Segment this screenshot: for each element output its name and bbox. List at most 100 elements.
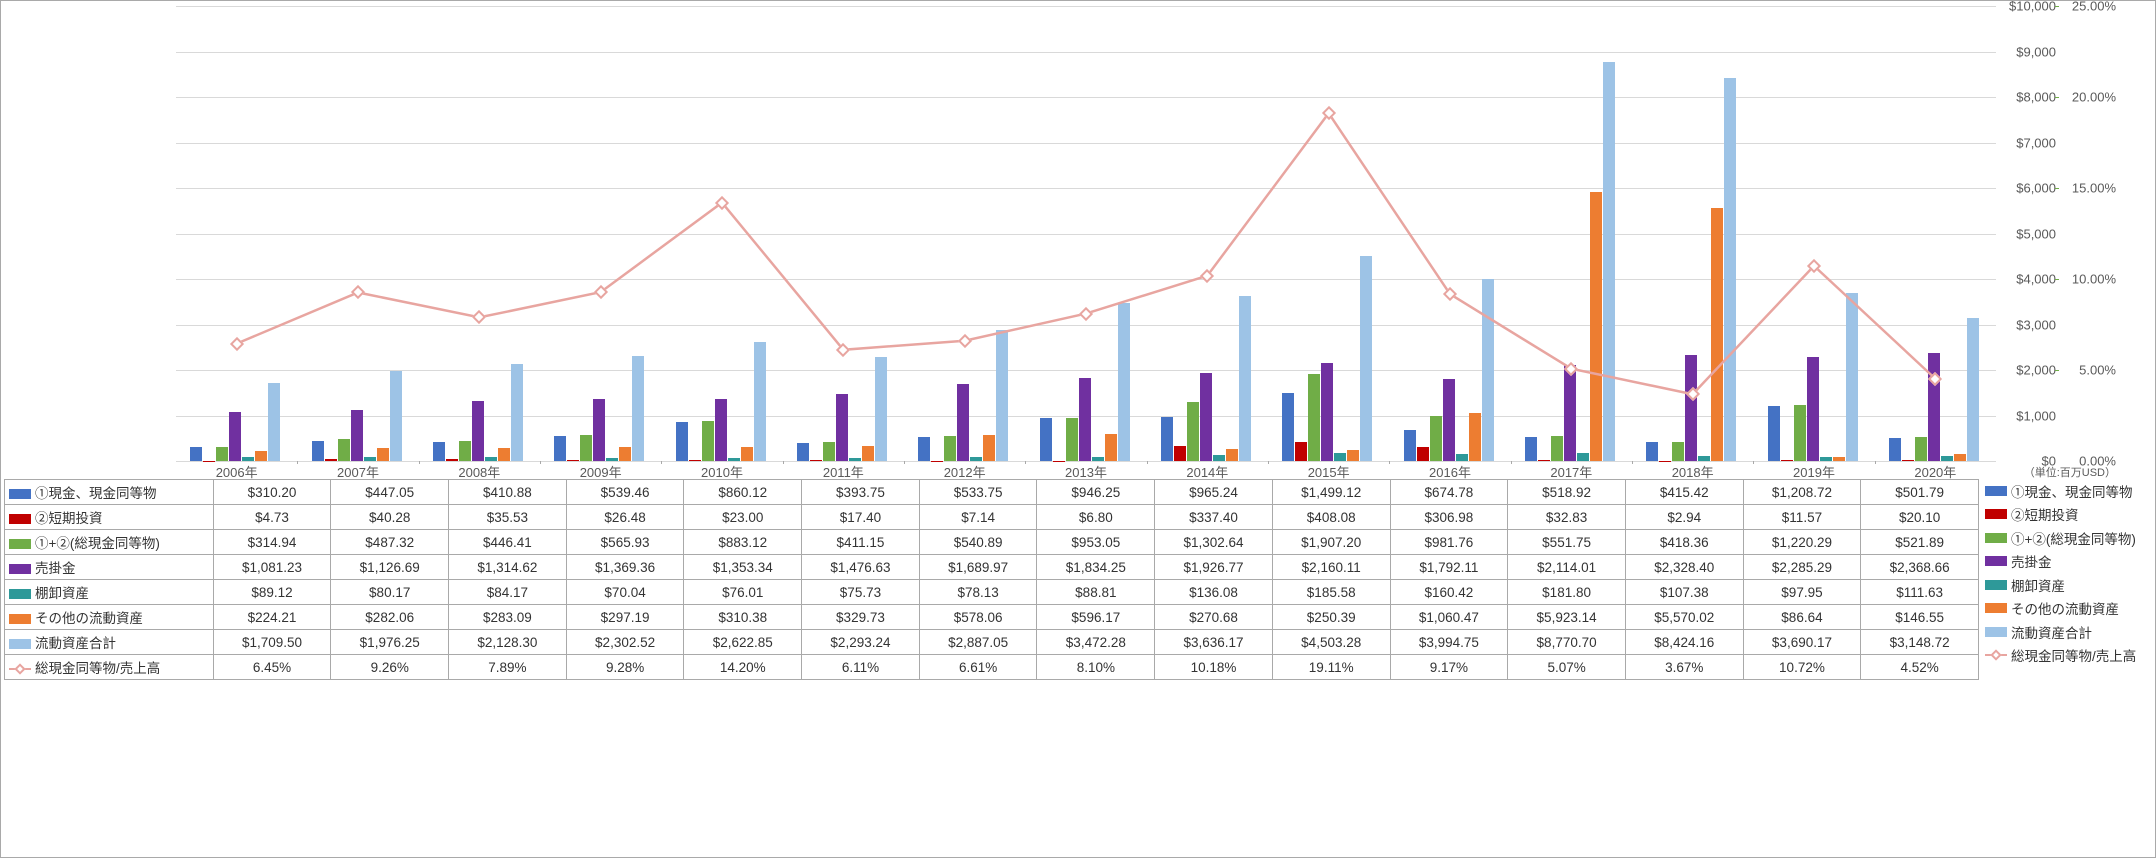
data-cell: $7.14 [919, 505, 1037, 530]
bar [619, 447, 631, 461]
series-label: 棚卸資産 [35, 586, 89, 601]
data-cell: $578.06 [919, 605, 1037, 630]
data-cell: $565.93 [566, 530, 684, 555]
series-label: 流動資産合計 [35, 636, 116, 651]
bar-group [554, 356, 644, 461]
legend-label: ②短期投資 [2011, 504, 2079, 524]
data-cell: $1,834.25 [1037, 555, 1155, 580]
bar [1954, 454, 1966, 461]
right-legend: ①現金、現金同等物②短期投資①+②(総現金同等物)売掛金棚卸資産その他の流動資産… [1981, 479, 2153, 667]
data-cell: $1,314.62 [449, 555, 567, 580]
bar [1846, 293, 1858, 461]
data-cell: $250.39 [1272, 605, 1390, 630]
data-cell: $23.00 [684, 505, 802, 530]
bar-group [797, 357, 887, 461]
bar [1672, 442, 1684, 461]
line-marker [472, 310, 486, 324]
data-cell: 6.61% [919, 655, 1037, 680]
legend-swatch [1985, 533, 2007, 543]
bar [377, 448, 389, 461]
data-cell: 19.11% [1272, 655, 1390, 680]
right-legend-item: 棚卸資産 [1981, 573, 2153, 597]
bar [1967, 318, 1979, 461]
legend-label: 総現金同等物/売上高 [2011, 645, 2136, 665]
y1-axis-label: $7,000 [2016, 135, 2056, 150]
data-cell: $6.80 [1037, 505, 1155, 530]
bar [849, 458, 861, 461]
data-cell: $17.40 [802, 505, 920, 530]
bar [498, 448, 510, 461]
legend-label: 棚卸資産 [2011, 575, 2065, 595]
legend-label: その他の流動資産 [2011, 598, 2119, 618]
bar [1213, 455, 1225, 461]
bar [1646, 442, 1658, 461]
legend-swatch [1985, 580, 2007, 590]
bar [741, 447, 753, 461]
bar [970, 457, 982, 461]
y2-axis-label: 15.00% [2072, 181, 2116, 196]
data-cell: $3,690.17 [1743, 630, 1861, 655]
bar [554, 436, 566, 461]
data-cell: $1,353.34 [684, 555, 802, 580]
y1-axis-label: $10,000 [2009, 0, 2056, 14]
data-cell: 5.07% [1508, 655, 1626, 680]
table-row: 流動資産合計$1,709.50$1,976.25$2,128.30$2,302.… [5, 630, 1979, 655]
y2-axis-label: 25.00% [2072, 0, 2116, 14]
bar [390, 371, 402, 461]
bar [1308, 374, 1320, 461]
series-label: 総現金同等物/売上高 [35, 661, 160, 676]
data-cell: $418.36 [1625, 530, 1743, 555]
bar [364, 457, 376, 461]
bar [1040, 418, 1052, 461]
data-cell: $270.68 [1155, 605, 1273, 630]
data-cell: $2,368.66 [1861, 555, 1979, 580]
bar [1347, 450, 1359, 461]
data-cell: $1,976.25 [331, 630, 449, 655]
bar [810, 460, 822, 461]
right-legend-item: ①現金、現金同等物 [1981, 479, 2153, 503]
data-cell: 7.89% [449, 655, 567, 680]
right-legend-item: ①+②(総現金同等物) [1981, 526, 2153, 550]
data-cell: 9.28% [566, 655, 684, 680]
legend-swatch [1985, 627, 2007, 637]
series-label-cell: その他の流動資産 [5, 605, 214, 630]
series-label: その他の流動資産 [35, 611, 143, 626]
series-label: ①現金、現金同等物 [35, 486, 157, 501]
data-cell: $1,907.20 [1272, 530, 1390, 555]
legend-swatch [9, 668, 31, 670]
right-legend-item: ②短期投資 [1981, 503, 2153, 527]
bar [1711, 208, 1723, 461]
data-cell: $224.21 [213, 605, 331, 630]
data-cell: $185.58 [1272, 580, 1390, 605]
bar [1404, 430, 1416, 461]
data-cell: $883.12 [684, 530, 802, 555]
data-cell: $1,689.97 [919, 555, 1037, 580]
data-cell: $3,472.28 [1037, 630, 1155, 655]
line-marker [1200, 269, 1214, 283]
bar [1174, 446, 1186, 461]
y1-axis-label: $3,000 [2016, 317, 2056, 332]
data-cell: $1,081.23 [213, 555, 331, 580]
data-cell: $2,114.01 [1508, 555, 1626, 580]
bar [1551, 436, 1563, 461]
bar [1079, 378, 1091, 461]
table-row: その他の流動資産$224.21$282.06$283.09$297.19$310… [5, 605, 1979, 630]
bar [715, 399, 727, 461]
data-cell: $4.73 [213, 505, 331, 530]
data-cell: 10.18% [1155, 655, 1273, 680]
bar [312, 441, 324, 461]
bar [1564, 365, 1576, 461]
bar-group [312, 371, 402, 461]
line-marker [230, 337, 244, 351]
legend-swatch [9, 614, 31, 624]
legend-label: ①+②(総現金同等物) [2011, 528, 2136, 548]
bar [1781, 460, 1793, 461]
data-cell: $2,293.24 [802, 630, 920, 655]
data-cell: $953.05 [1037, 530, 1155, 555]
bar [1105, 434, 1117, 461]
data-cell: $97.95 [1743, 580, 1861, 605]
series-label-cell: 流動資産合計 [5, 630, 214, 655]
bar [862, 446, 874, 461]
data-cell: 14.20% [684, 655, 802, 680]
data-cell: $89.12 [213, 580, 331, 605]
